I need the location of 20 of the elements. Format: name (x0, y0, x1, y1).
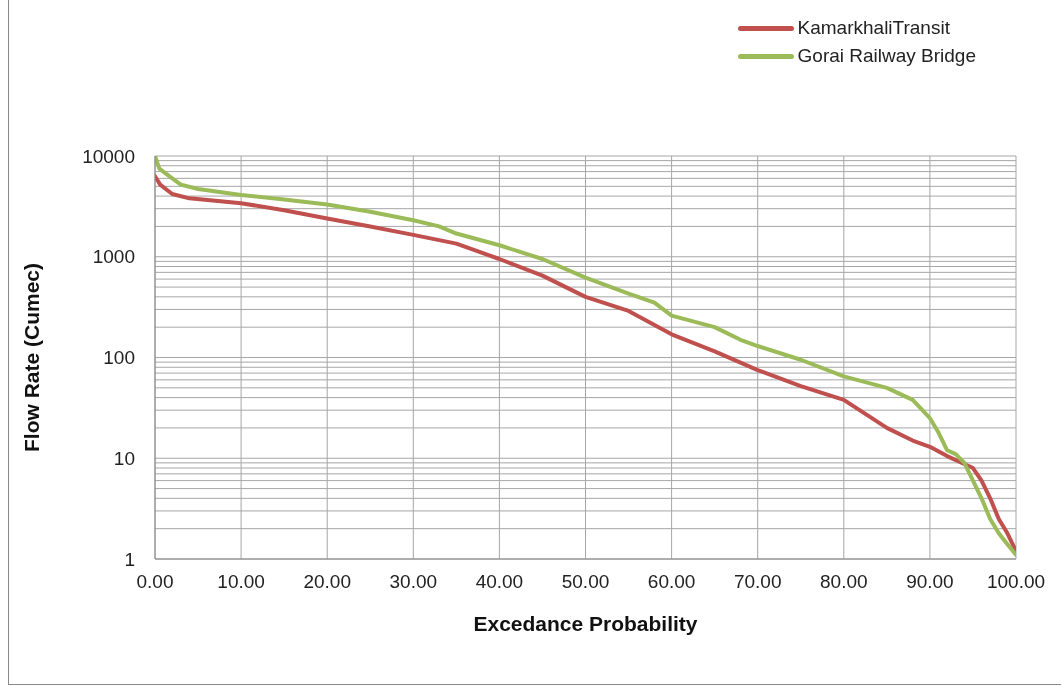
y-axis-title: Flow Rate (Cumec) (20, 262, 44, 453)
y-tick-label: 100 (103, 347, 135, 369)
x-tick-label: 30.00 (389, 571, 438, 593)
x-tick-label: 10.00 (217, 571, 265, 593)
y-tick-label: 10 (113, 447, 135, 469)
y-tick-label: 10000 (82, 145, 135, 167)
x-tick-label: 100.00 (986, 571, 1046, 593)
x-tick-label: 20.00 (303, 571, 351, 593)
legend-label: KamarkhaliTransit (797, 17, 950, 39)
x-tick-label: 40.00 (475, 571, 524, 593)
x-axis-title: Excedance Probability (473, 612, 698, 635)
x-tick-label: 70.00 (733, 571, 782, 593)
x-tick-label: 60.00 (647, 571, 696, 593)
x-tick-label: 90.00 (906, 571, 954, 593)
y-tick-label: 1 (124, 548, 135, 570)
y-tick-label: 1000 (92, 246, 135, 268)
x-tick-label: 80.00 (820, 571, 868, 593)
x-tick-label: 0.00 (136, 571, 174, 593)
x-tick-label: 50.00 (561, 571, 610, 593)
legend-label: Gorai Railway Bridge (797, 45, 976, 67)
